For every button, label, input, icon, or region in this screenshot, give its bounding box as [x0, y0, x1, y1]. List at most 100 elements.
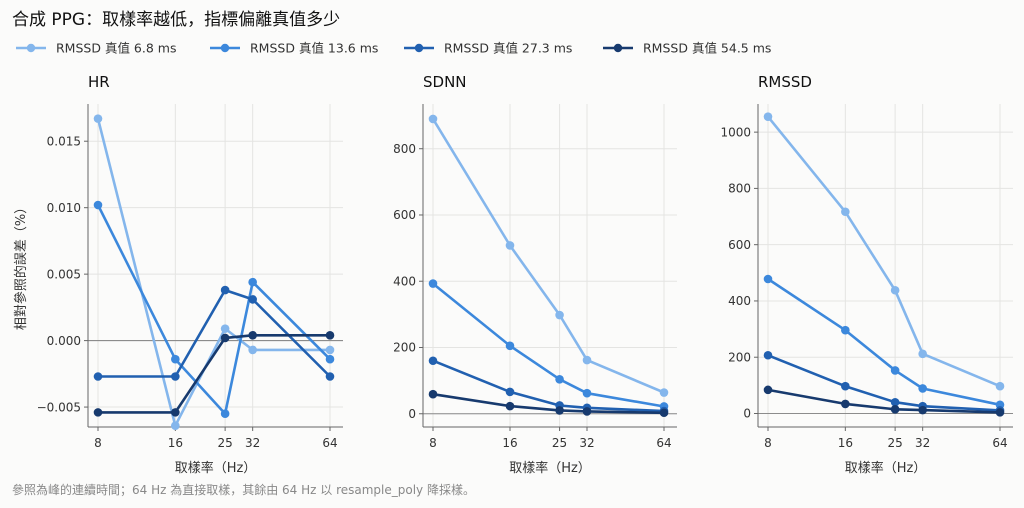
chart-panel-sdnn: 0 200 400 600 800 8 16 25 32 64 SDNN 取樣率（Hz）	[393, 73, 677, 476]
data-point	[325, 372, 335, 381]
legend-marker	[613, 43, 623, 53]
y-tick-label: 1000	[720, 125, 751, 139]
data-point	[918, 384, 927, 393]
data-point	[171, 408, 180, 417]
x-tick-label: 16	[502, 436, 517, 450]
y-tick-label: 0.000	[47, 334, 81, 348]
data-point	[248, 345, 257, 355]
x-tick-label: 32	[915, 436, 930, 450]
data-point	[918, 405, 927, 415]
data-point	[325, 330, 335, 340]
series-0	[763, 112, 1005, 391]
data-point	[93, 372, 103, 381]
series-2	[93, 285, 335, 381]
data-point	[428, 356, 438, 366]
x-tick-label: 32	[579, 436, 594, 450]
data-point	[93, 114, 103, 123]
chart-panel-rmssd: 0 200 400 600 800 1000 8 16 25 32 64 RMSSD 取樣率（Hz）	[720, 73, 1013, 476]
x-tick-label: 25	[552, 436, 567, 450]
y-tick-label: 200	[393, 341, 416, 355]
legend: RMSSD 真值 6.8 ms RMSSD 真值 13.6 ms RMSSD 真值 …	[16, 41, 771, 56]
data-point	[659, 388, 669, 397]
data-point	[890, 366, 900, 375]
series-line	[766, 115, 1001, 388]
x-tick-label: 8	[429, 436, 437, 450]
data-point	[505, 401, 515, 411]
x-tick-label: 16	[168, 436, 183, 450]
figure-title: 合成 PPG：取樣率越低，指標偏離真值多少	[12, 10, 340, 30]
series-line	[432, 282, 665, 408]
series-1	[763, 274, 1005, 410]
series-3	[93, 330, 335, 417]
panel-title: RMSSD	[758, 73, 812, 91]
series-2	[428, 356, 669, 416]
legend-item: RMSSD 真值 6.8 ms	[16, 41, 176, 56]
data-point	[505, 341, 515, 351]
data-point	[890, 397, 900, 407]
data-point	[582, 355, 592, 365]
x-tick-label: 64	[656, 436, 671, 450]
x-tick-label: 25	[887, 436, 902, 450]
legend-marker	[26, 43, 36, 53]
data-point	[659, 408, 669, 418]
data-point	[763, 112, 773, 121]
series-line	[767, 354, 1001, 412]
data-point	[763, 274, 773, 284]
y-tick-label: 0	[408, 407, 416, 421]
y-tick-label: 0.015	[47, 134, 81, 148]
data-point	[171, 421, 180, 430]
y-tick-label: 400	[393, 274, 416, 288]
data-point	[171, 354, 180, 364]
data-point	[555, 310, 564, 320]
series-line	[767, 277, 1001, 407]
data-point	[918, 349, 927, 359]
data-point	[841, 399, 850, 409]
data-point	[220, 409, 230, 419]
data-point	[220, 324, 230, 333]
legend-item: RMSSD 真值 54.5 ms	[603, 41, 771, 56]
y-tick-label: 800	[728, 182, 751, 196]
series-line	[98, 288, 331, 378]
data-point	[995, 381, 1005, 391]
y-tick-label: −0.005	[37, 400, 81, 414]
legend-marker	[220, 43, 230, 53]
data-point	[841, 325, 850, 335]
legend-item: RMSSD 真值 13.6 ms	[210, 41, 378, 56]
chart-panels: −0.005 0.000 0.005 0.010 0.015 8 16 25 32 64 HR 取樣率…	[13, 73, 1013, 476]
legend-item: RMSSD 真值 27.3 ms	[404, 41, 572, 56]
data-point	[171, 372, 180, 381]
series-0	[428, 114, 669, 397]
x-tick-label: 8	[94, 436, 102, 450]
series-1	[93, 200, 335, 419]
series-line	[431, 118, 665, 394]
x-axis-label: 取樣率（Hz）	[509, 460, 591, 476]
data-point	[582, 388, 592, 398]
legend-label: RMSSD 真值 6.8 ms	[56, 41, 176, 56]
data-point	[763, 385, 773, 395]
data-point	[555, 406, 564, 415]
series-3	[428, 389, 669, 418]
data-point	[93, 200, 103, 210]
data-point	[555, 374, 564, 384]
data-point	[248, 277, 257, 287]
y-tick-label: 0.005	[47, 267, 81, 281]
data-point	[841, 207, 850, 217]
data-point	[93, 408, 103, 417]
y-tick-label: 600	[393, 208, 416, 222]
data-point	[505, 241, 515, 250]
y-tick-label: 600	[728, 238, 751, 252]
x-tick-label: 16	[838, 436, 853, 450]
data-point	[763, 350, 773, 360]
panel-title: HR	[88, 73, 110, 91]
y-tick-label: 0.010	[47, 201, 81, 215]
series-line	[432, 359, 665, 413]
data-point	[582, 407, 592, 416]
legend-label: RMSSD 真值 54.5 ms	[643, 41, 771, 56]
data-point	[248, 330, 257, 340]
x-tick-label: 25	[217, 436, 232, 450]
y-tick-label: 200	[728, 350, 751, 364]
data-point	[248, 295, 257, 304]
data-point	[428, 114, 438, 124]
data-point	[325, 354, 335, 364]
